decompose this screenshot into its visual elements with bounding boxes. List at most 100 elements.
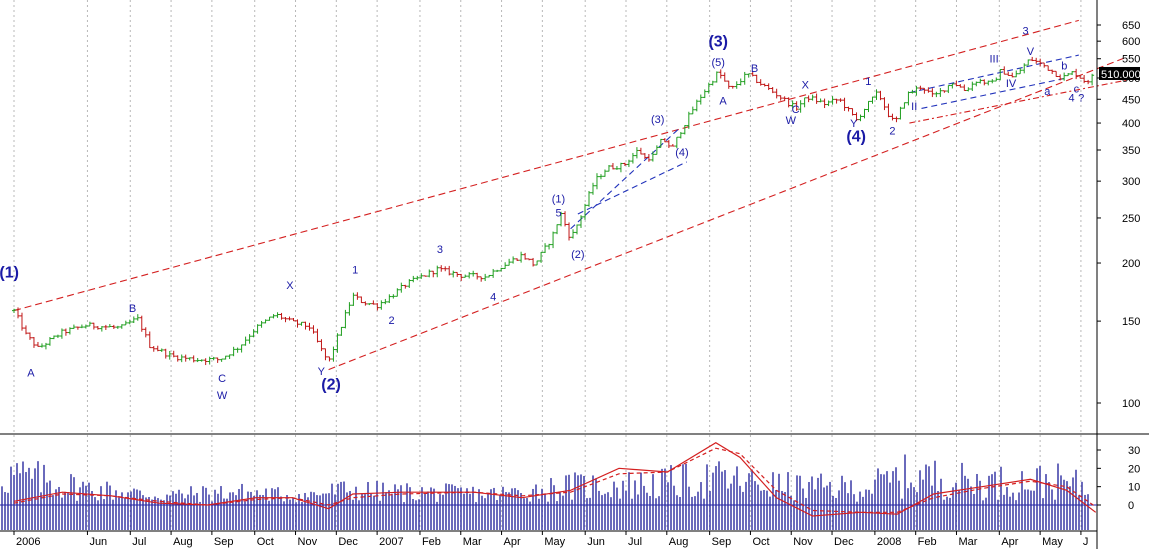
wave-label: X <box>286 280 294 292</box>
x-tick-label: Dec <box>834 536 854 548</box>
y-tick-label: 250 <box>1122 213 1140 225</box>
ohlc-bar <box>107 323 112 328</box>
ohlc-bar <box>119 324 124 329</box>
ohlc-bar <box>355 292 360 300</box>
ohlc-bar <box>415 275 420 281</box>
ohlc-bar <box>395 288 400 297</box>
ohlc-bar <box>223 355 228 360</box>
ohlc-bar <box>503 262 508 269</box>
x-tick-label: J <box>1083 536 1089 548</box>
y-tick-label: 150 <box>1122 316 1140 328</box>
ohlc-bar <box>850 108 855 116</box>
ohlc-bar <box>479 276 484 282</box>
ohlc-bar <box>622 162 627 166</box>
ohlc-bar <box>511 256 516 264</box>
ohlc-bar <box>403 284 408 289</box>
trend-line <box>577 161 687 215</box>
ohlc-bar <box>878 90 883 101</box>
ohlc-bar <box>626 159 631 168</box>
wave-label: IV <box>1006 78 1017 90</box>
ohlc-bar <box>43 342 48 350</box>
ohlc-bar <box>982 79 987 86</box>
ohlc-bar <box>746 73 751 78</box>
ohlc-bar <box>998 69 1003 81</box>
ohlc-bar <box>539 251 544 263</box>
ohlc-bar <box>758 79 763 86</box>
ohlc-bar <box>942 90 947 93</box>
ohlc-bar <box>255 324 260 334</box>
ohlc-bar <box>163 348 168 359</box>
trend-channels <box>13 19 1128 371</box>
ohlc-bar <box>618 162 623 173</box>
ohlc-bar <box>243 336 248 346</box>
ohlc-bar <box>826 100 831 107</box>
ohlc-bar <box>419 273 424 279</box>
x-tick-label: Aug <box>173 536 193 548</box>
ohlc-bar <box>95 326 100 330</box>
ohlc-bar <box>47 337 52 346</box>
ohlc-bar <box>83 324 88 329</box>
ohlc-bar <box>427 269 432 278</box>
ohlc-bar <box>818 98 823 103</box>
ohlc-bar <box>674 136 679 149</box>
ohlc-bar <box>135 314 140 321</box>
ohlc-bar <box>347 302 352 316</box>
ohlc-bar <box>67 327 72 335</box>
ohlc-bar <box>151 345 156 352</box>
wave-label: II <box>911 101 917 113</box>
ohlc-bar <box>87 321 92 327</box>
y-tick-label: 100 <box>1122 398 1140 410</box>
y-tick-label: 600 <box>1122 36 1140 48</box>
ohlc-bar <box>499 267 504 272</box>
ohlc-bar <box>830 96 835 105</box>
wave-label: b <box>1061 60 1067 72</box>
ohlc-bar <box>191 355 196 363</box>
ohlc-bar <box>31 337 36 348</box>
ohlc-bar <box>247 334 252 344</box>
ohlc-bar <box>790 100 795 109</box>
x-tick-label: Feb <box>918 536 937 548</box>
ohlc-bar <box>838 98 843 102</box>
x-tick-label: Feb <box>422 536 441 548</box>
ohlc-bar <box>567 222 572 241</box>
ohlc-bar <box>483 273 488 282</box>
ohlc-bar <box>147 331 152 349</box>
ohlc-bar <box>602 169 607 177</box>
ohlc-bar <box>1062 72 1067 81</box>
ohlc-bar <box>339 326 344 336</box>
x-tick-label: May <box>544 536 565 548</box>
ohlc-bar <box>279 312 284 320</box>
ohlc-bar <box>1070 71 1075 76</box>
ohlc-bar <box>215 357 220 363</box>
ohlc-bar <box>51 335 56 340</box>
ohlc-bar <box>207 356 212 365</box>
ohlc-bar <box>894 116 899 123</box>
ohlc-bar <box>782 96 787 102</box>
ohlc-bar <box>1026 59 1031 66</box>
wave-label: 2 <box>388 315 394 327</box>
wave-label: W <box>786 115 797 127</box>
ohlc-bar <box>187 357 192 361</box>
ohlc-bar <box>922 87 927 94</box>
ohlc-bar <box>734 81 739 89</box>
indicator-panel: 30 20 10 0 <box>0 441 1140 530</box>
ohlc-bar <box>910 89 915 94</box>
x-tick-label: Mar <box>958 536 977 548</box>
ohlc-bar <box>363 301 368 306</box>
ohlc-bar <box>375 303 380 311</box>
wave-label: A <box>27 368 35 380</box>
ind-y-tick-label: 0 <box>1128 500 1134 512</box>
ohlc-bar <box>323 348 328 361</box>
ohlc-bar <box>559 211 564 227</box>
wave-label: 3 <box>437 244 443 256</box>
wave-label: ? <box>1078 93 1084 105</box>
ohlc-bar <box>766 83 771 91</box>
ohlc-bar <box>1078 75 1083 79</box>
ohlc-bar <box>411 275 416 283</box>
x-tick-label: Apr <box>1001 536 1018 548</box>
ohlc-bar <box>455 271 460 277</box>
x-tick-label: Sep <box>712 536 732 548</box>
x-tick-label: 2008 <box>877 536 901 548</box>
ohlc-bar <box>315 328 320 343</box>
